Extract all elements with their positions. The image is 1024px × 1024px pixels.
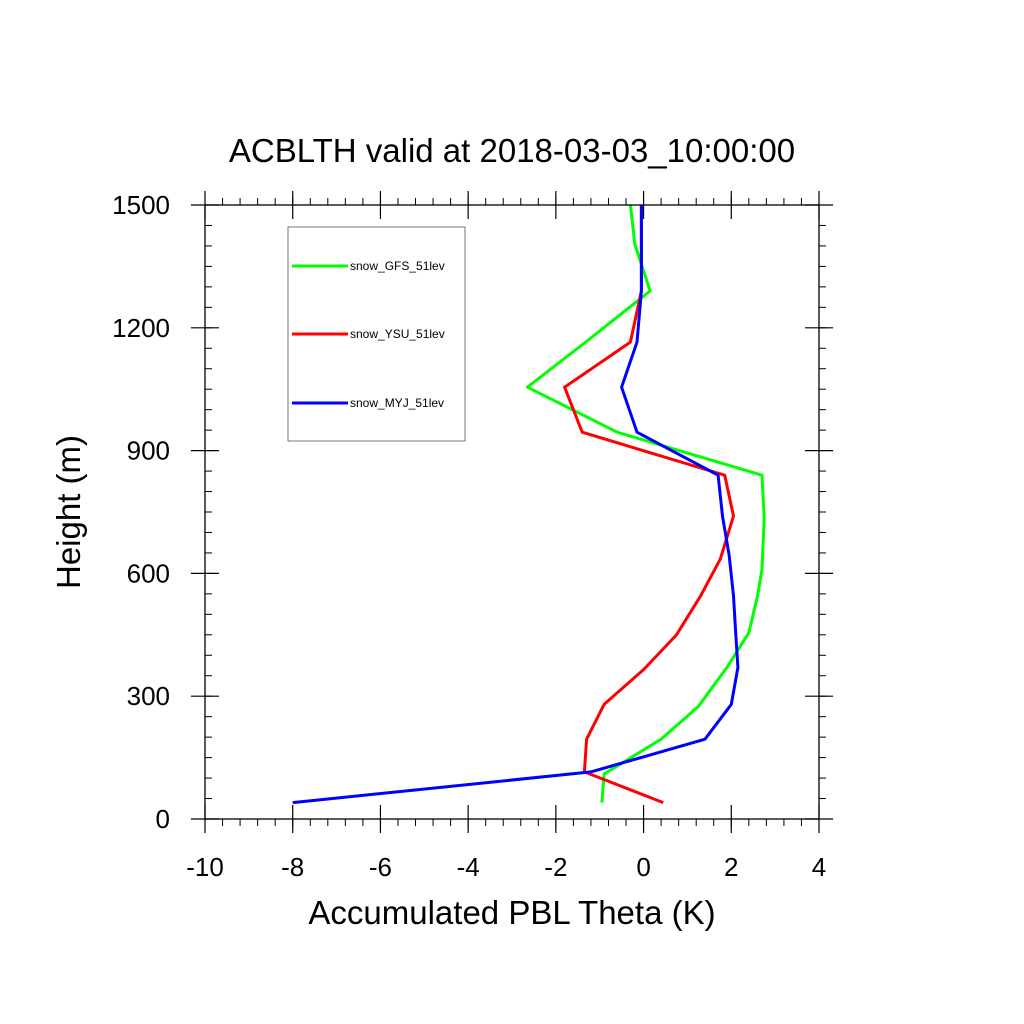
y-tick-label: 0 [156,804,170,834]
x-tick-label: -6 [369,852,392,882]
x-tick-label: -8 [281,852,304,882]
x-axis-label: Accumulated PBL Theta (K) [308,894,715,931]
y-tick-label: 1200 [112,313,170,343]
y-tick-labels: 0 300 600 900 1200 1500 [112,190,170,834]
y-tick-label: 600 [127,558,170,588]
x-tick-label: 4 [812,852,826,882]
y-tick-label: 1500 [112,190,170,220]
series-line-snow_GFS_51lev [525,204,766,803]
series-layer [292,204,766,805]
x-tick-label: -2 [544,852,567,882]
y-axis-label: Height (m) [50,435,87,589]
x-tick-label: -4 [457,852,480,882]
legend: snow_GFS_51lev snow_YSU_51lev snow_MYJ_5… [287,226,466,442]
series-line-snow_MYJ_51lev [292,205,740,805]
y-tick-label: 300 [127,681,170,711]
legend-label-ysu: snow_YSU_51lev [350,327,445,341]
x-tick-label: -10 [186,852,224,882]
chart-title: ACBLTH valid at 2018-03-03_10:00:00 [229,132,795,169]
x-tick-label: 2 [724,852,738,882]
x-tick-labels: -10 -8 -6 -4 -2 0 2 4 [186,852,826,882]
x-tick-label: 0 [636,852,650,882]
plot-frame [204,204,820,820]
legend-label-myj: snow_MYJ_51lev [350,396,444,410]
y-tick-label: 900 [127,436,170,466]
legend-label-gfs: snow_GFS_51lev [350,259,445,273]
